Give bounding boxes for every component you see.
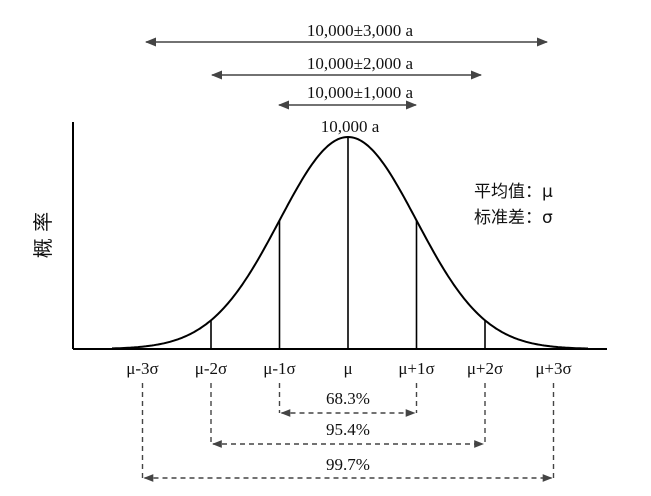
tick-label: μ-1σ [263,359,295,378]
legend-mean: 平均值：μ [474,182,553,202]
range-label-2sigma: 10,000±2,000 a [307,54,414,73]
range-label-1sigma: 10,000±1,000 a [307,83,414,102]
tick-label: μ-3σ [126,359,158,378]
tick-label: μ-2σ [195,359,227,378]
axes [72,122,607,350]
interval-arrows: 68.3% 95.4% 99.7% [141,383,555,482]
tick-label: μ [343,359,352,378]
peak-label: 10,000 a [321,117,380,136]
tick-label: μ+1σ [398,359,434,378]
tick-label: μ+3σ [535,359,571,378]
interval-label-2sigma: 95.4% [326,420,370,439]
bell-curve [112,135,588,350]
interval-label-3sigma: 99.7% [326,455,370,474]
tick-labels: μ-3σ μ-2σ μ-1σ μ μ+1σ μ+2σ μ+3σ [126,359,571,378]
interval-label-1sigma: 68.3% [326,389,370,408]
legend-std: 标准差：σ [474,208,553,228]
legend: 平均值：μ 标准差：σ [474,182,553,228]
sigma-lines [210,137,486,349]
range-label-3sigma: 10,000±3,000 a [307,21,414,40]
tick-label: μ+2σ [467,359,503,378]
range-arrows: 10,000±3,000 a 10,000±2,000 a 10,000±1,0… [144,21,549,136]
y-axis-label: 概 率 [31,212,55,258]
